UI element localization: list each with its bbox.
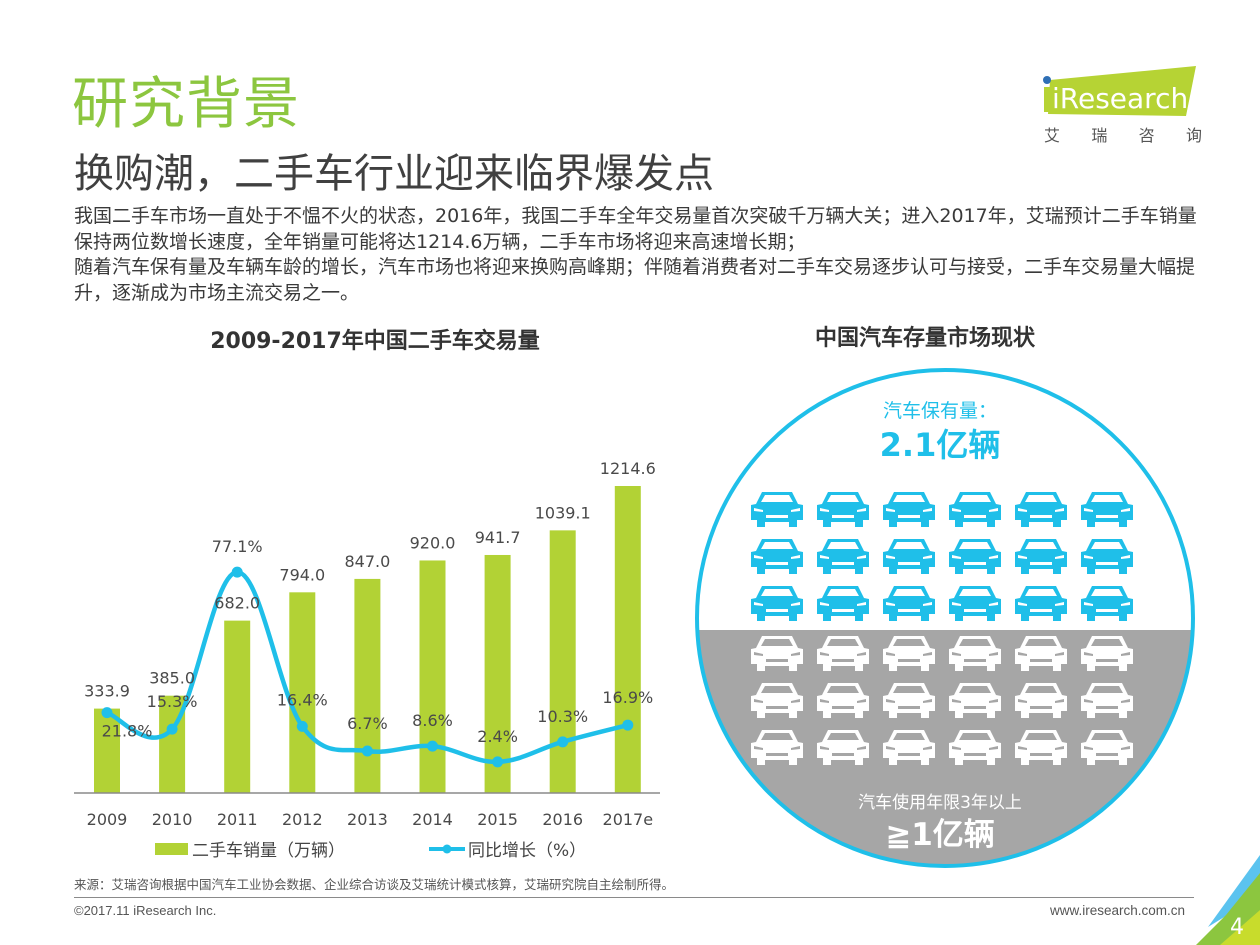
car-icon-blue: [949, 539, 1001, 574]
growth-point: [492, 756, 504, 768]
x-tick-label: 2014: [412, 810, 453, 829]
copyright: ©2017.11 iResearch Inc.: [74, 903, 217, 918]
growth-point: [166, 723, 178, 735]
legend-label: 二手车销量（万辆）: [192, 841, 345, 861]
total-label: 汽车保有量：: [883, 400, 997, 422]
x-tick-label: 2017e: [603, 810, 654, 829]
growth-point: [557, 736, 569, 748]
legend-item-growth: 同比增长（%）: [428, 836, 586, 861]
x-tick-label: 2013: [347, 810, 388, 829]
car-icon-blue: [751, 492, 803, 527]
growth-point: [231, 566, 243, 578]
bar: [224, 620, 251, 793]
logo-cn-text: 艾 瑞 咨 询: [1044, 122, 1202, 146]
car-icon-blue: [817, 586, 869, 621]
logo-text: iResearch: [1052, 82, 1188, 115]
intro-text: 我国二手车市场一直处于不愠不火的状态，2016年，我国二手车全年交易量首次突破千…: [74, 204, 1204, 306]
growth-value-label: 16.4%: [277, 690, 328, 709]
bar: [484, 554, 511, 793]
growth-line: [104, 569, 631, 765]
intro-paragraph: 我国二手车市场一直处于不愠不火的状态，2016年，我国二手车全年交易量首次突破千…: [74, 205, 1197, 253]
growth-value-label: 21.8%: [102, 722, 153, 741]
page-subtitle: 换购潮，二手车行业迎来临界爆发点: [74, 151, 714, 197]
bar-value-label: 920.0: [410, 533, 456, 552]
bar-value-label: 941.7: [475, 528, 521, 547]
x-tick-label: 2009: [87, 810, 128, 829]
bar-line-chart: 333.9 2009 385.0 2010 682.0 2011 794.0 2012 847.…: [74, 459, 660, 829]
bar-value-label: 385.0: [149, 669, 195, 688]
logo-cn-char: 瑞: [1091, 126, 1108, 145]
car-icon-blue: [1081, 492, 1133, 527]
page-number: 4: [1230, 915, 1244, 940]
bar-value-label: 682.0: [214, 594, 260, 613]
logo-i-stem: [1044, 87, 1050, 112]
growth-value-label: 10.3%: [537, 707, 588, 726]
x-tick-label: 2011: [217, 810, 258, 829]
infographic-title: 中国汽车存量市场现状: [814, 326, 1035, 351]
logo-cn-char: 询: [1185, 126, 1202, 145]
car-icon-blue: [817, 492, 869, 527]
car-icon-blue: [1015, 586, 1067, 621]
bar: [354, 578, 381, 793]
growth-point: [101, 707, 113, 719]
chart-title: 2009-2017年中国二手车交易量: [210, 329, 540, 354]
car-icon-blue: [1015, 539, 1067, 574]
legend-swatch-bar: [155, 842, 188, 855]
total-value: 2.1亿辆: [880, 426, 1001, 464]
growth-value-label: 77.1%: [212, 537, 263, 556]
logo-dot: [1043, 76, 1051, 84]
logo-green-banner: [1048, 66, 1196, 116]
page-corner-decoration: 4: [1196, 855, 1260, 945]
bar-value-label: 794.0: [279, 565, 325, 584]
car-icon-blue: [817, 539, 869, 574]
logo-cn-char: 艾: [1044, 126, 1061, 145]
car-icon-blue: [1015, 492, 1067, 527]
bar: [614, 486, 641, 793]
growth-value-label: 2.4%: [477, 727, 518, 746]
iresearch-logo: iResearch: [1043, 66, 1196, 116]
growth-point: [622, 719, 634, 731]
page-title: 研究背景: [72, 72, 300, 137]
bar-value-label: 333.9: [84, 682, 130, 701]
x-tick-label: 2016: [542, 810, 583, 829]
car-icon-blue: [883, 539, 935, 574]
logo-cn-char: 咨: [1138, 126, 1155, 145]
bar-value-label: 1214.6: [600, 459, 656, 478]
aged-value: ≧1亿辆: [885, 817, 995, 853]
legend-item-sales: 二手车销量（万辆）: [155, 836, 345, 861]
legend-label: 同比增长（%）: [468, 841, 587, 861]
growth-value-label: 16.9%: [602, 688, 653, 707]
bar-value-label: 847.0: [344, 552, 390, 571]
intro-paragraph: 随着汽车保有量及车辆车龄的增长，汽车市场也将迎来换购高峰期；伴随着消费者对二手车…: [74, 256, 1196, 304]
car-icon-blue: [1081, 539, 1133, 574]
car-icon-blue: [751, 539, 803, 574]
aged-label: 汽车使用年限3年以上: [858, 792, 1022, 813]
car-icon-blue: [883, 492, 935, 527]
car-icon-blue: [949, 492, 1001, 527]
growth-value-label: 15.3%: [147, 692, 198, 711]
car-icon-blue: [751, 586, 803, 621]
x-tick-label: 2015: [477, 810, 518, 829]
legend-swatch-line: [429, 844, 465, 853]
growth-point: [361, 745, 373, 757]
bar: [94, 708, 120, 793]
growth-value-label: 8.6%: [412, 711, 453, 730]
growth-point: [296, 720, 308, 732]
growth-point: [427, 740, 438, 752]
bar: [419, 560, 446, 793]
x-tick-label: 2012: [282, 810, 323, 829]
website-link[interactable]: www.iresearch.com.cn: [1050, 903, 1186, 918]
bar: [549, 530, 576, 793]
car-icon-blue: [883, 586, 935, 621]
bar: [289, 592, 316, 793]
car-icon-blue: [949, 586, 1001, 621]
car-icon-blue: [1081, 586, 1133, 621]
footer-divider: [74, 897, 1194, 898]
x-tick-label: 2010: [152, 810, 193, 829]
growth-value-label: 6.7%: [347, 714, 388, 733]
bar-value-label: 1039.1: [535, 503, 591, 522]
circle-outline: [695, 368, 1195, 868]
source-note: 来源：艾瑞咨询根据中国汽车工业协会数据、企业综合访谈及艾瑞统计模式核算，艾瑞研究…: [74, 877, 675, 892]
car-stock-circle: 汽车保有量： 2.1亿辆 汽车使用年限3年以上 ≧1亿辆: [695, 368, 1195, 868]
